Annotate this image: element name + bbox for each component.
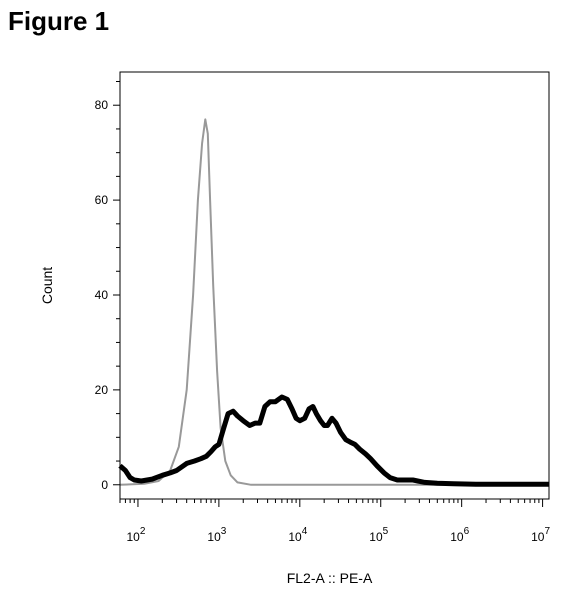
x-tick-label: 102 (126, 526, 145, 544)
series-2-line (118, 394, 549, 487)
y-axis-label: Count (39, 267, 55, 304)
x-tick-label: 106 (450, 526, 469, 544)
x-tick-label: 104 (288, 526, 307, 544)
plot-frame (119, 71, 550, 500)
y-tick-label: 40 (95, 288, 109, 302)
x-tick-label: 105 (369, 526, 388, 544)
x-axis: 102 103 104 105 106 107 (119, 499, 550, 544)
x-axis-label: FL2-A :: PE-A (287, 570, 373, 586)
y-tick-label: 0 (101, 478, 108, 492)
series-1-line (119, 118, 549, 486)
x-tick-label: 103 (207, 526, 226, 544)
y-tick-label: 80 (95, 98, 109, 112)
y-tick-label: 20 (95, 383, 109, 397)
x-tick-label: 107 (531, 526, 550, 544)
series-layer (118, 118, 549, 487)
figure-title: Figure 1 (8, 6, 110, 36)
y-tick-label: 60 (95, 193, 109, 207)
y-axis: 0 20 40 60 80 (95, 80, 120, 492)
